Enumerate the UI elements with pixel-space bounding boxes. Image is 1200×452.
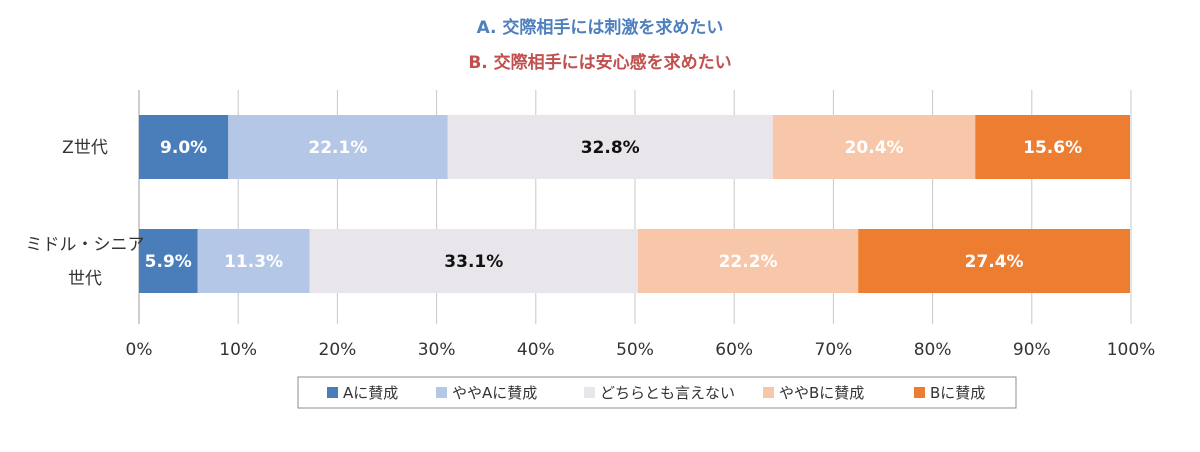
legend-label: ややAに賛成 (452, 384, 537, 402)
category-label: ミドル・シニア (26, 235, 145, 255)
x-tick-label: 10% (219, 340, 257, 360)
legend-box (297, 376, 1017, 409)
x-tick-label: 100% (1107, 340, 1156, 360)
bar-segment (637, 229, 859, 293)
legend-swatch (763, 387, 774, 398)
data-label: 27.4% (965, 252, 1024, 272)
x-tick-label: 40% (517, 340, 555, 360)
legend-swatch (914, 387, 925, 398)
data-label: 20.4% (845, 138, 904, 158)
data-label: 9.0% (160, 138, 207, 158)
category-label: Z世代 (62, 138, 108, 158)
x-tick-label: 0% (126, 340, 153, 360)
data-label: 15.6% (1023, 138, 1082, 158)
x-tick-label: 90% (1013, 340, 1051, 360)
x-tick-label: 60% (715, 340, 753, 360)
bar-segment (197, 229, 310, 293)
legend-label: Bに賛成 (930, 384, 985, 402)
legend-label: Aに賛成 (343, 384, 398, 402)
x-tick-label: 30% (418, 340, 456, 360)
category-label: 世代 (68, 269, 102, 289)
chart-title-line-b: B. 交際相手には安心感を求めたい (468, 52, 731, 73)
legend-swatch (436, 387, 447, 398)
x-tick-label: 70% (815, 340, 853, 360)
chart-title-line-a: A. 交際相手には刺激を求めたい (477, 17, 724, 38)
data-label: 11.3% (224, 252, 283, 272)
legend-label: どちらとも言えない (600, 384, 735, 402)
legend-label: ややBに賛成 (779, 384, 864, 402)
x-tick-label: 50% (616, 340, 654, 360)
data-label: 32.8% (581, 138, 640, 158)
legend-swatch (327, 387, 338, 398)
data-label: 22.2% (719, 252, 778, 272)
data-label: 5.9% (145, 252, 192, 272)
bar-segment (975, 115, 1131, 179)
data-label: 22.1% (308, 138, 367, 158)
bar-segment (858, 229, 1131, 293)
legend-swatch (584, 387, 595, 398)
x-tick-label: 80% (914, 340, 952, 360)
data-label: 33.1% (444, 252, 503, 272)
bar-segment (139, 229, 198, 293)
bar-segment (772, 115, 976, 179)
x-tick-label: 20% (319, 340, 357, 360)
bar-segment (228, 115, 448, 179)
bar-segment (309, 229, 638, 293)
bar-segment (447, 115, 773, 179)
bar-segment (139, 115, 229, 179)
